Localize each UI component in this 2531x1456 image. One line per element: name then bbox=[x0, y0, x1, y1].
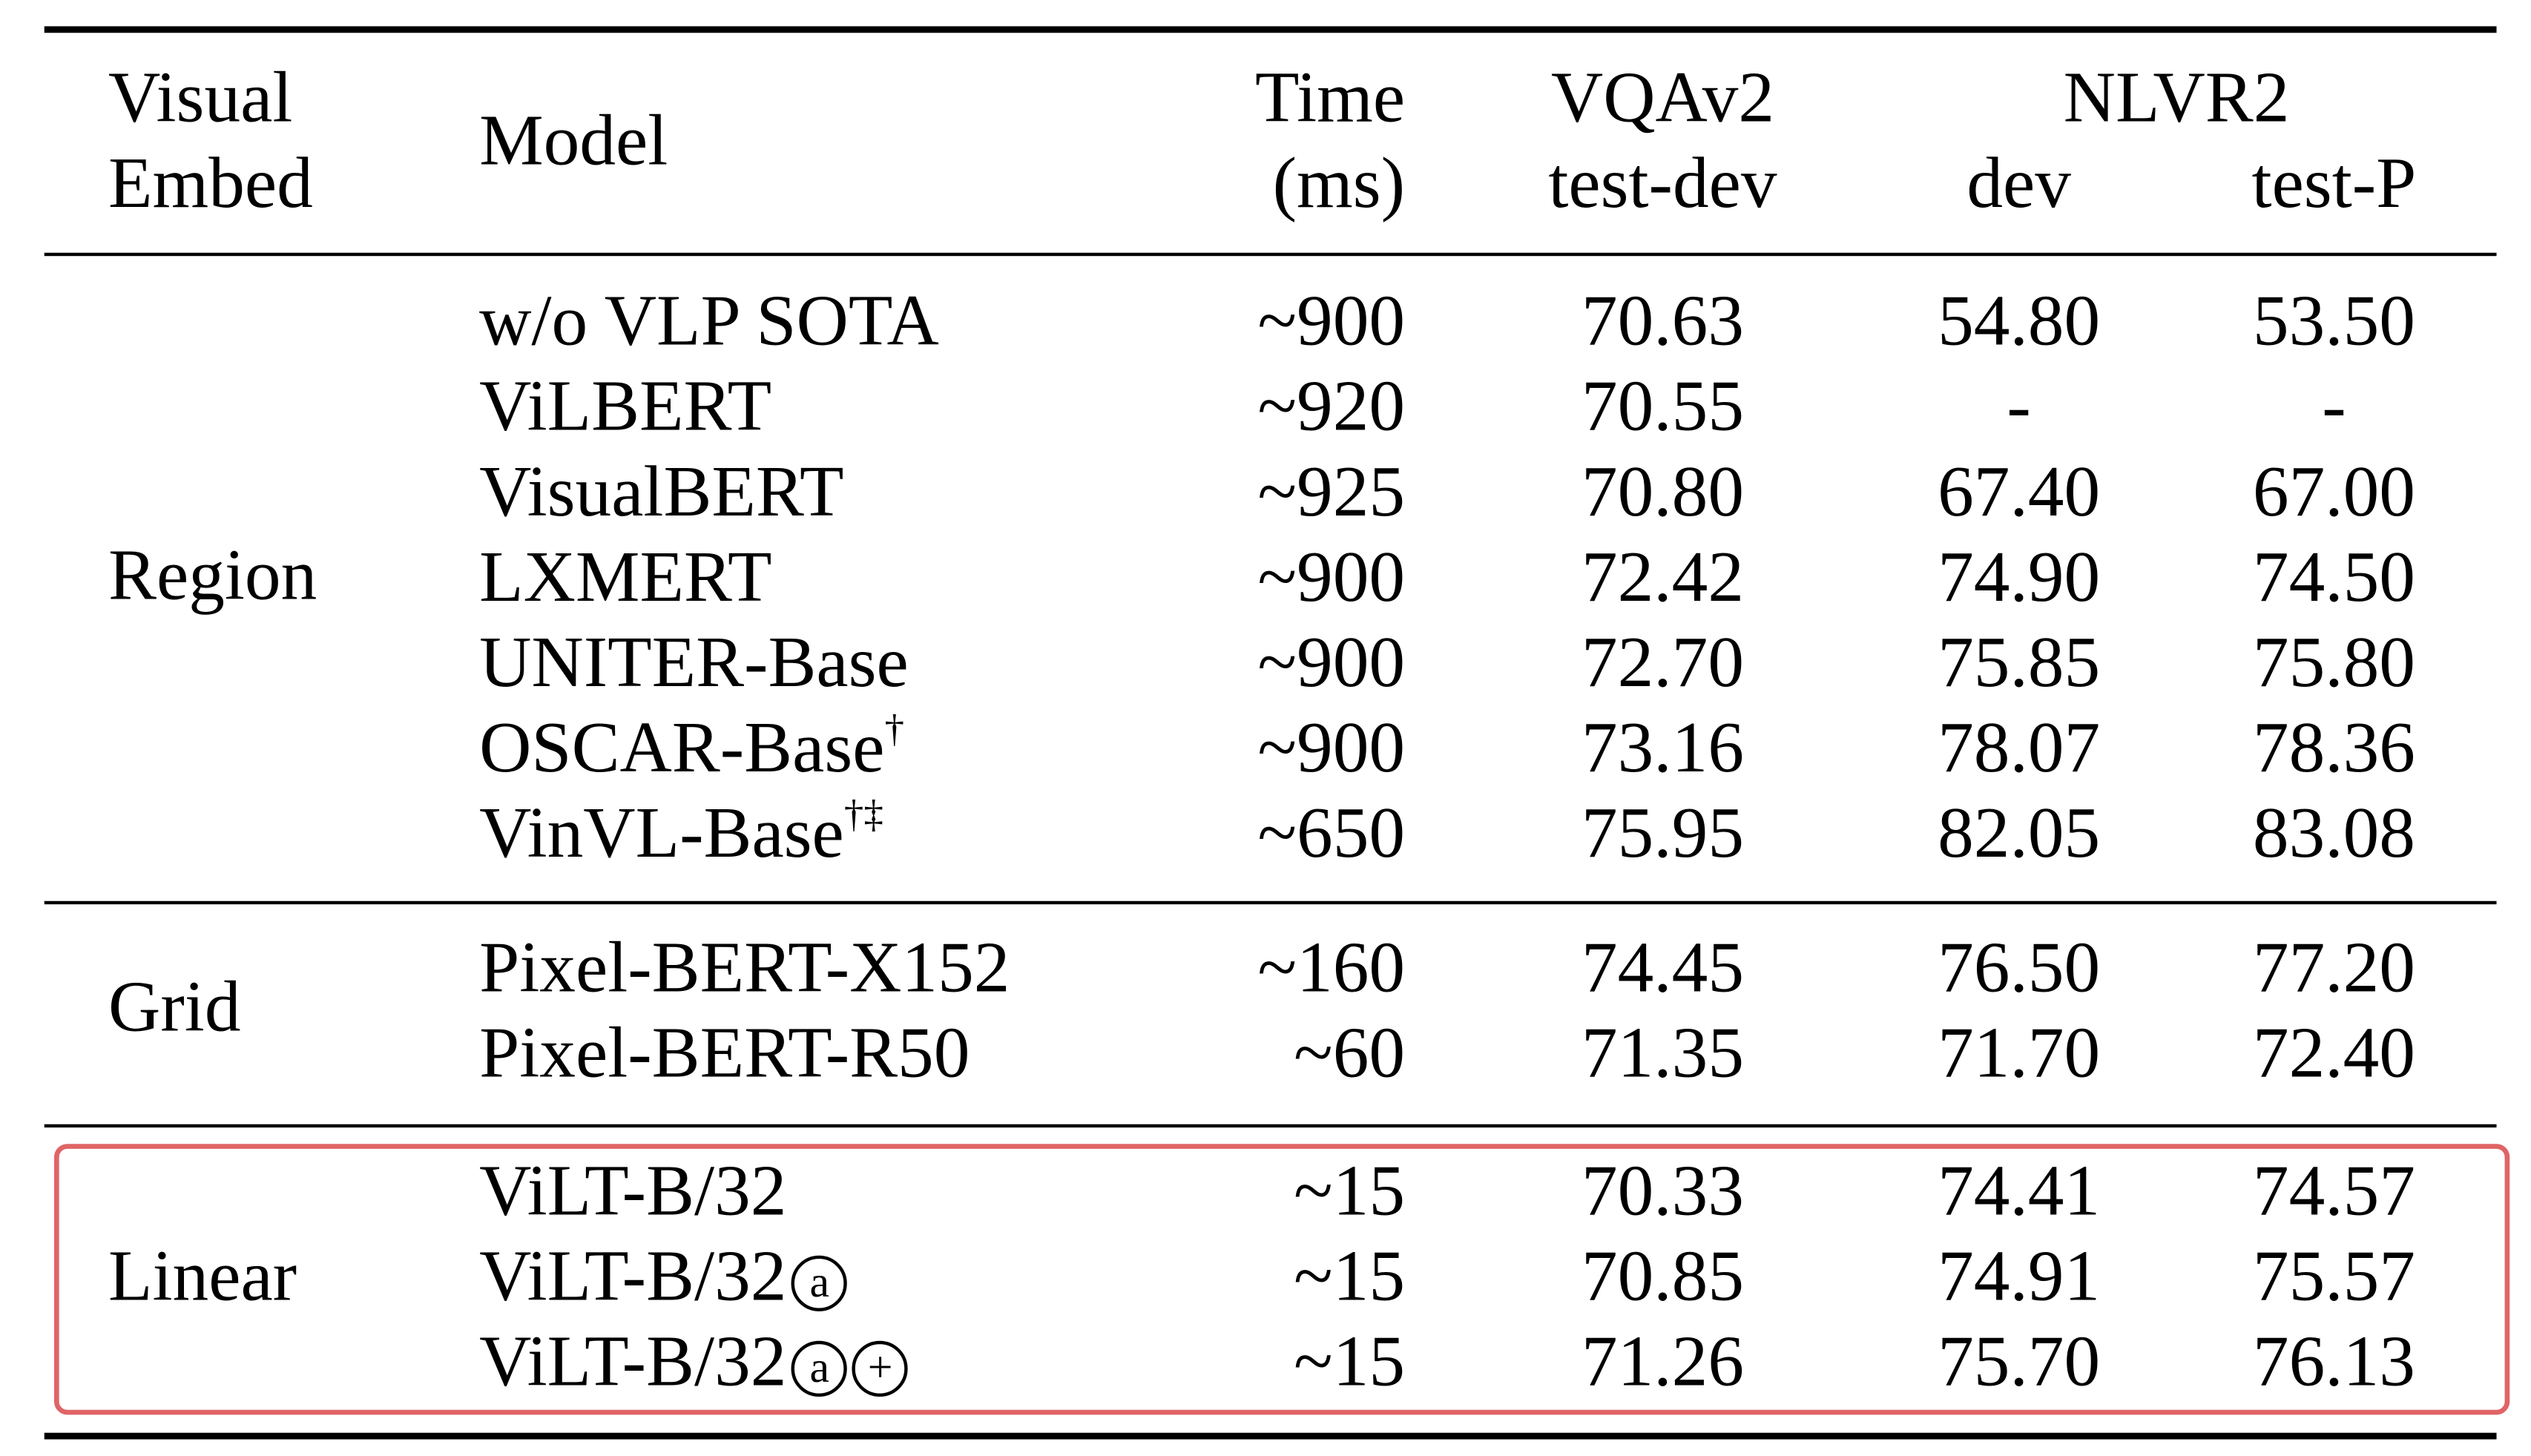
nlvr2-dev-cell: 78.07 bbox=[1938, 707, 2101, 788]
time-cell: ~650 bbox=[1257, 792, 1406, 874]
nlvr2-dev-cell: 54.80 bbox=[1938, 280, 2101, 361]
nlvr2-test-p-cell: 76.13 bbox=[2252, 1321, 2415, 1402]
nlvr2-dev-cell: 71.70 bbox=[1938, 1012, 2101, 1093]
model-cell: ViLBERT bbox=[479, 364, 771, 449]
nlvr2-test-p-cell: 74.57 bbox=[2252, 1150, 2415, 1231]
model-name: VinVL-Base bbox=[479, 792, 844, 874]
model-cell: Pixel-BERT-X152 bbox=[479, 926, 1010, 1011]
time-cell: ~900 bbox=[1257, 536, 1406, 617]
time-cell: ~925 bbox=[1257, 451, 1406, 532]
nlvr2-test-p-cell: 53.50 bbox=[2252, 280, 2415, 361]
nlvr2-dev-cell: 74.41 bbox=[1938, 1150, 2101, 1231]
nlvr2-test-p-cell: 75.80 bbox=[2252, 622, 2415, 703]
header-vqa-line1: VQAv2 bbox=[1550, 57, 1774, 138]
time-cell: ~900 bbox=[1257, 280, 1406, 361]
model-cell: Pixel-BERT-R50 bbox=[479, 1011, 970, 1096]
model-cell: ViLT-B/32 a bbox=[479, 1234, 848, 1320]
nlvr2-test-p-cell: 72.40 bbox=[2252, 1012, 2415, 1093]
circled-plus-mark: + bbox=[852, 1340, 909, 1397]
nlvr2-dev-cell: 67.40 bbox=[1938, 451, 2101, 532]
vqa-test-dev-cell: 72.70 bbox=[1581, 622, 1744, 703]
model-cell: UNITER-Base bbox=[479, 620, 909, 705]
model-footnote-mark: †‡ bbox=[843, 794, 883, 837]
group-label-grid: Grid bbox=[108, 966, 241, 1047]
header-time-line1: Time bbox=[1255, 57, 1406, 138]
header-rule bbox=[44, 252, 2497, 257]
model-name: VisualBERT bbox=[479, 451, 844, 532]
time-cell: ~160 bbox=[1257, 927, 1406, 1008]
vqa-test-dev-cell: 73.16 bbox=[1581, 707, 1744, 788]
group-rule-grid-linear bbox=[44, 1124, 2497, 1128]
model-name: ViLBERT bbox=[479, 366, 772, 447]
header-nlvr2-dev: dev bbox=[1966, 142, 2071, 223]
model-cell: ViLT-B/32 a + bbox=[479, 1320, 909, 1405]
nlvr2-dev-cell: 76.50 bbox=[1938, 927, 2101, 1008]
highlight-box-linear bbox=[54, 1144, 2510, 1415]
header-visual-embed-line2: Embed bbox=[108, 142, 313, 223]
vqa-test-dev-cell: 70.80 bbox=[1581, 451, 1744, 532]
nlvr2-test-p-cell: 83.08 bbox=[2252, 792, 2415, 874]
vqa-test-dev-cell: 70.55 bbox=[1581, 366, 1744, 447]
nlvr2-test-p-cell: 78.36 bbox=[2252, 707, 2415, 788]
model-name: ViLT-B/32 bbox=[479, 1321, 787, 1402]
header-time-line2: (ms) bbox=[1272, 142, 1406, 223]
model-cell: LXMERT bbox=[479, 535, 771, 620]
model-name: Pixel-BERT-R50 bbox=[479, 1012, 970, 1093]
header-nlvr2: NLVR2 bbox=[2063, 57, 2290, 138]
model-name: UNITER-Base bbox=[479, 622, 909, 703]
nlvr2-test-p-cell: - bbox=[2322, 366, 2346, 447]
vqa-test-dev-cell: 75.95 bbox=[1581, 792, 1744, 874]
nlvr2-dev-cell: 82.05 bbox=[1938, 792, 2101, 874]
nlvr2-test-p-cell: 74.50 bbox=[2252, 536, 2415, 617]
vqa-test-dev-cell: 74.45 bbox=[1581, 927, 1744, 1008]
model-cell: OSCAR-Base† bbox=[479, 705, 904, 791]
model-footnote-mark: † bbox=[884, 708, 904, 752]
nlvr2-dev-cell: 75.85 bbox=[1938, 622, 2101, 703]
group-label-linear: Linear bbox=[108, 1236, 297, 1317]
model-name: LXMERT bbox=[479, 536, 772, 617]
model-cell: VisualBERT bbox=[479, 449, 843, 535]
nlvr2-dev-cell: 74.91 bbox=[1938, 1236, 2101, 1317]
nlvr2-test-p-cell: 67.00 bbox=[2252, 451, 2415, 532]
model-cell: w/o VLP SOTA bbox=[479, 279, 939, 364]
vqa-test-dev-cell: 71.26 bbox=[1581, 1321, 1744, 1402]
nlvr2-test-p-cell: 75.57 bbox=[2252, 1236, 2415, 1317]
circled-a-mark: a bbox=[791, 1255, 848, 1311]
model-name: w/o VLP SOTA bbox=[479, 280, 939, 361]
vqa-test-dev-cell: 70.85 bbox=[1581, 1236, 1744, 1317]
group-rule-region-grid bbox=[44, 900, 2497, 905]
time-cell: ~900 bbox=[1257, 707, 1406, 788]
top-rule bbox=[44, 26, 2497, 33]
model-name: Pixel-BERT-X152 bbox=[479, 927, 1010, 1008]
header-nlvr2-testp: test-P bbox=[2251, 142, 2417, 223]
circled-a-mark: a bbox=[791, 1340, 848, 1397]
nlvr2-dev-cell: 74.90 bbox=[1938, 536, 2101, 617]
model-cell: VinVL-Base†‡ bbox=[479, 791, 883, 877]
header-model: Model bbox=[479, 99, 668, 181]
model-name: ViLT-B/32 bbox=[479, 1150, 787, 1231]
time-cell: ~920 bbox=[1257, 366, 1406, 447]
model-cell: ViLT-B/32 bbox=[479, 1149, 786, 1234]
model-name: ViLT-B/32 bbox=[479, 1236, 787, 1317]
group-label-region: Region bbox=[108, 535, 317, 616]
time-cell: ~15 bbox=[1294, 1150, 1406, 1231]
nlvr2-dev-cell: - bbox=[2007, 366, 2031, 447]
header-visual-embed-line1: Visual bbox=[108, 57, 293, 138]
nlvr2-dev-cell: 75.70 bbox=[1938, 1321, 2101, 1402]
vqa-test-dev-cell: 71.35 bbox=[1581, 1012, 1744, 1093]
vqa-test-dev-cell: 70.33 bbox=[1581, 1150, 1744, 1231]
nlvr2-test-p-cell: 77.20 bbox=[2252, 927, 2415, 1008]
time-cell: ~15 bbox=[1294, 1236, 1406, 1317]
time-cell: ~900 bbox=[1257, 622, 1406, 703]
model-name: OSCAR-Base bbox=[479, 707, 885, 788]
time-cell: ~15 bbox=[1294, 1321, 1406, 1402]
vqa-test-dev-cell: 70.63 bbox=[1581, 280, 1744, 361]
bottom-rule bbox=[44, 1432, 2497, 1440]
header-vqa-line2: test-dev bbox=[1548, 142, 1777, 223]
time-cell: ~60 bbox=[1294, 1012, 1406, 1093]
vqa-test-dev-cell: 72.42 bbox=[1581, 536, 1744, 617]
